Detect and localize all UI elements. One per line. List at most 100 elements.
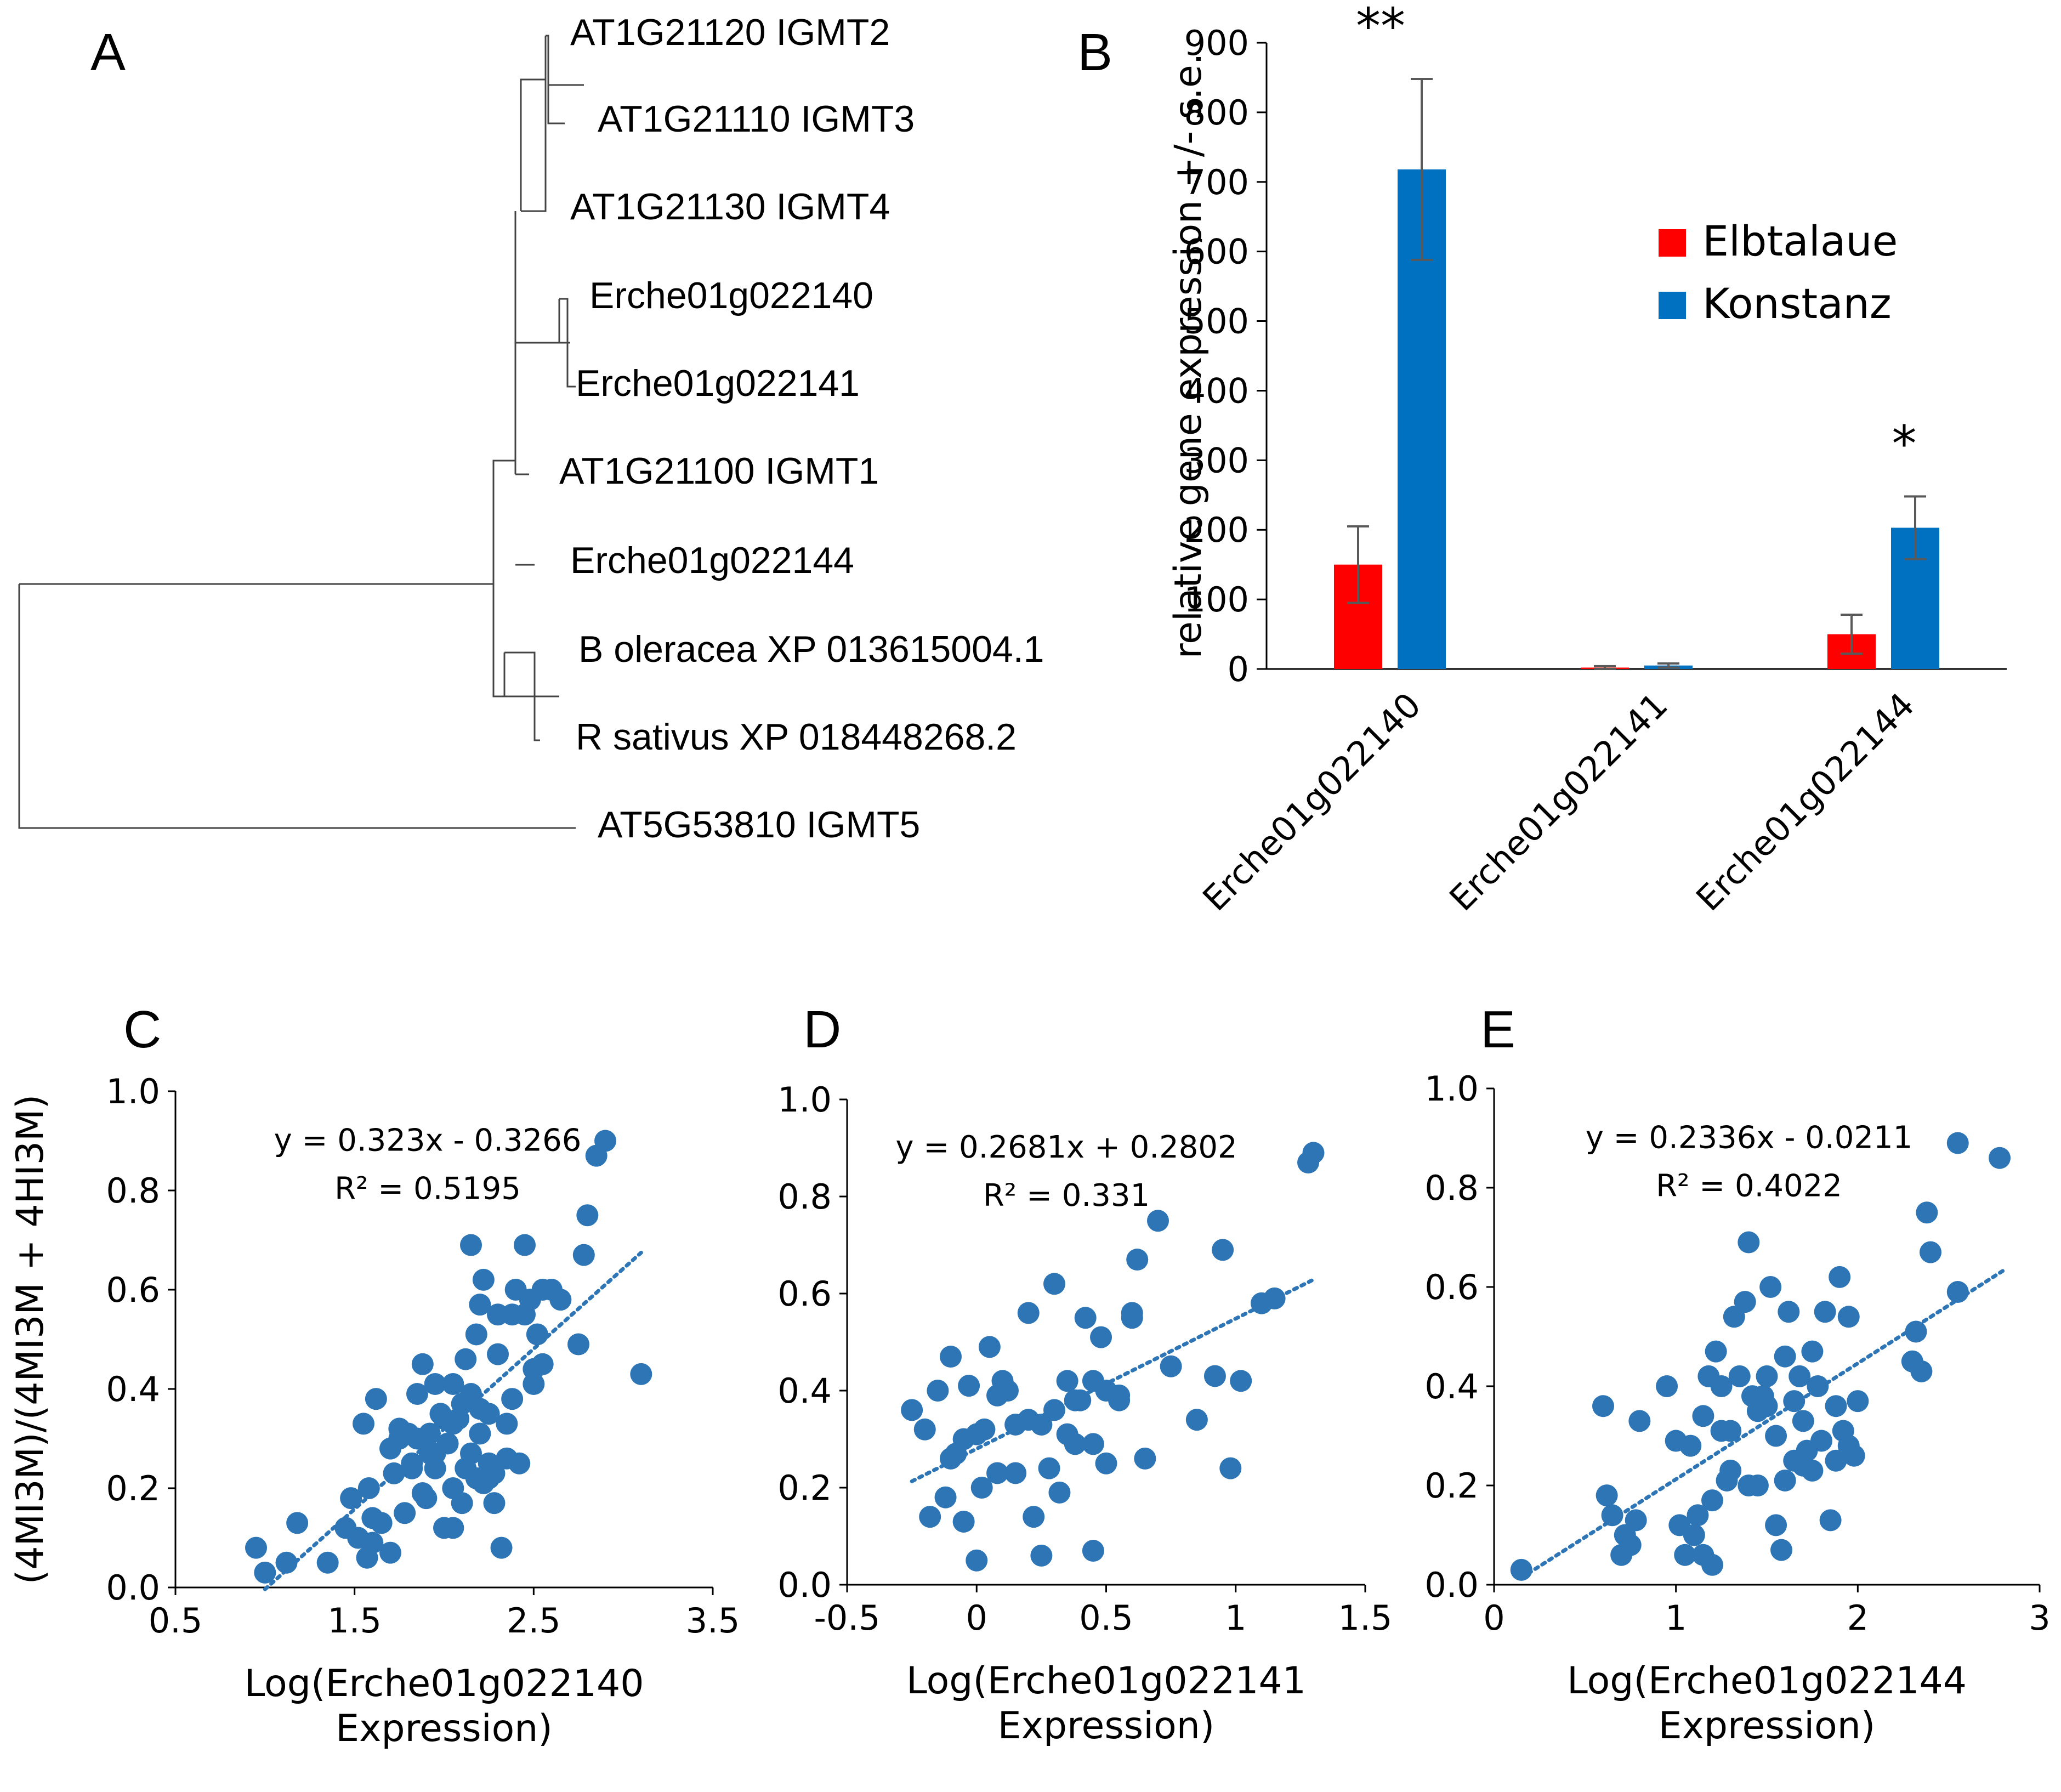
data-point [1064, 1433, 1086, 1455]
x-tick-label: 1.5 [1338, 1598, 1393, 1638]
data-point [927, 1380, 949, 1402]
legend-label: Elbtalaue [1702, 217, 1898, 265]
data-point [254, 1561, 276, 1584]
data-point [1705, 1340, 1727, 1363]
x-tick-label: 3 [2029, 1598, 2050, 1638]
data-point [1230, 1370, 1252, 1392]
data-point [986, 1462, 1009, 1484]
data-point [523, 1358, 545, 1380]
data-point [442, 1373, 464, 1395]
data-point [275, 1551, 298, 1574]
data-point [1825, 1395, 1847, 1417]
data-point [1160, 1355, 1182, 1377]
data-point [394, 1502, 416, 1524]
y-tick-label: 600 [1184, 232, 1249, 272]
trend-equation: y = 0.2336x - 0.0211 [1586, 1120, 1913, 1156]
data-point [1017, 1409, 1040, 1431]
data-point [1847, 1390, 1869, 1413]
data-point [576, 1204, 599, 1227]
data-point [1701, 1553, 1723, 1576]
data-point [496, 1413, 518, 1435]
data-point [1090, 1326, 1112, 1348]
x-category-label: Erche01g022141 [1441, 685, 1675, 918]
data-point [478, 1403, 500, 1425]
tree-leaf-5: Erche01g022141 [576, 362, 860, 404]
data-point [919, 1506, 941, 1528]
data-point [401, 1452, 423, 1475]
data-point [442, 1477, 464, 1499]
data-point [1625, 1509, 1647, 1532]
data-point [1596, 1484, 1618, 1507]
y-tick-label: 0.6 [106, 1270, 160, 1310]
data-point [1212, 1239, 1234, 1261]
data-point [970, 1477, 993, 1499]
y-tick-label: 800 [1184, 93, 1249, 133]
data-point [353, 1413, 374, 1435]
x-tick-label: -0.5 [814, 1598, 881, 1638]
legend-label: Konstanz [1702, 279, 1892, 328]
y-tick-label: 0.4 [777, 1371, 832, 1411]
y-tick-label: 100 [1184, 580, 1249, 620]
data-point [1134, 1447, 1156, 1470]
data-point [1004, 1462, 1027, 1484]
data-point [1759, 1276, 1782, 1298]
trend-r-squared: R² = 0.5195 [334, 1171, 521, 1207]
data-point [1946, 1281, 1969, 1303]
x-tick-label: 2 [1847, 1598, 1869, 1638]
data-point [526, 1323, 548, 1346]
data-point [1770, 1539, 1793, 1561]
data-point [1801, 1459, 1824, 1482]
data-point [1687, 1504, 1709, 1527]
panel-letter-b: B [1077, 23, 1112, 82]
x-axis-title-line2: Expression) [336, 1707, 553, 1750]
y-axis-title: relative gene expression +/- s.e. [1167, 53, 1210, 659]
data-point [379, 1541, 401, 1564]
data-point [986, 1384, 1009, 1407]
data-point [1619, 1534, 1642, 1556]
x-tick-label: 0.5 [1079, 1598, 1133, 1638]
y-axis-title: (4MI3M)/(4MI3M + 4HI3M) [9, 1095, 52, 1584]
data-point [1946, 1132, 1969, 1154]
data-point [549, 1289, 572, 1311]
data-point [1728, 1365, 1751, 1387]
legend-swatch-konstanz [1659, 292, 1686, 319]
phylogenetic-tree: AT1G21120 IGMT2 AT1G21110 IGMT3 AT1G2113… [18, 12, 1044, 846]
scatter-chart-panel-c: 0.0 0.2 0.4 0.6 0.8 1.0 0.5 1.5 2.5 3.5 Log(Erche0… [9, 1071, 740, 1750]
y-tick-label: 0.6 [1424, 1267, 1479, 1307]
data-point [1038, 1457, 1060, 1479]
tree-leaf-7: Erche01g022144 [570, 540, 854, 581]
data-point [973, 1418, 996, 1441]
y-tick-label: 900 [1184, 23, 1249, 63]
data-point [1789, 1365, 1811, 1387]
y-tick-label: 0.0 [777, 1565, 832, 1605]
y-tick-label: 0 [1228, 649, 1249, 689]
data-point [472, 1268, 495, 1291]
data-point [1030, 1544, 1053, 1567]
data-point [940, 1346, 962, 1368]
data-point [1263, 1287, 1286, 1309]
data-point [1185, 1409, 1208, 1431]
trend-equation: y = 0.323x - 0.3266 [274, 1123, 582, 1159]
data-point [1302, 1142, 1325, 1164]
x-tick-label: 1.5 [327, 1601, 382, 1641]
data-point [483, 1492, 506, 1515]
data-point [1219, 1457, 1242, 1479]
data-point [418, 1442, 441, 1465]
data-point [1023, 1506, 1045, 1528]
data-point [1656, 1375, 1678, 1397]
trendline [910, 1278, 1315, 1483]
data-point [567, 1333, 589, 1356]
data-point [469, 1294, 491, 1316]
data-point [1674, 1544, 1696, 1566]
data-point [1203, 1365, 1226, 1387]
y-tick-label: 0.8 [1424, 1168, 1479, 1208]
data-point [1746, 1475, 1769, 1496]
tree-leaf-10: AT5G53810 IGMT5 [598, 804, 920, 846]
y-tick-label: 0.0 [106, 1568, 160, 1608]
data-point [1734, 1291, 1756, 1313]
tree-leaf-8: B oleracea XP 013615004.1 [578, 628, 1044, 670]
data-point [478, 1467, 500, 1489]
data-point [901, 1399, 923, 1421]
x-tick-label: 1 [1225, 1598, 1246, 1638]
